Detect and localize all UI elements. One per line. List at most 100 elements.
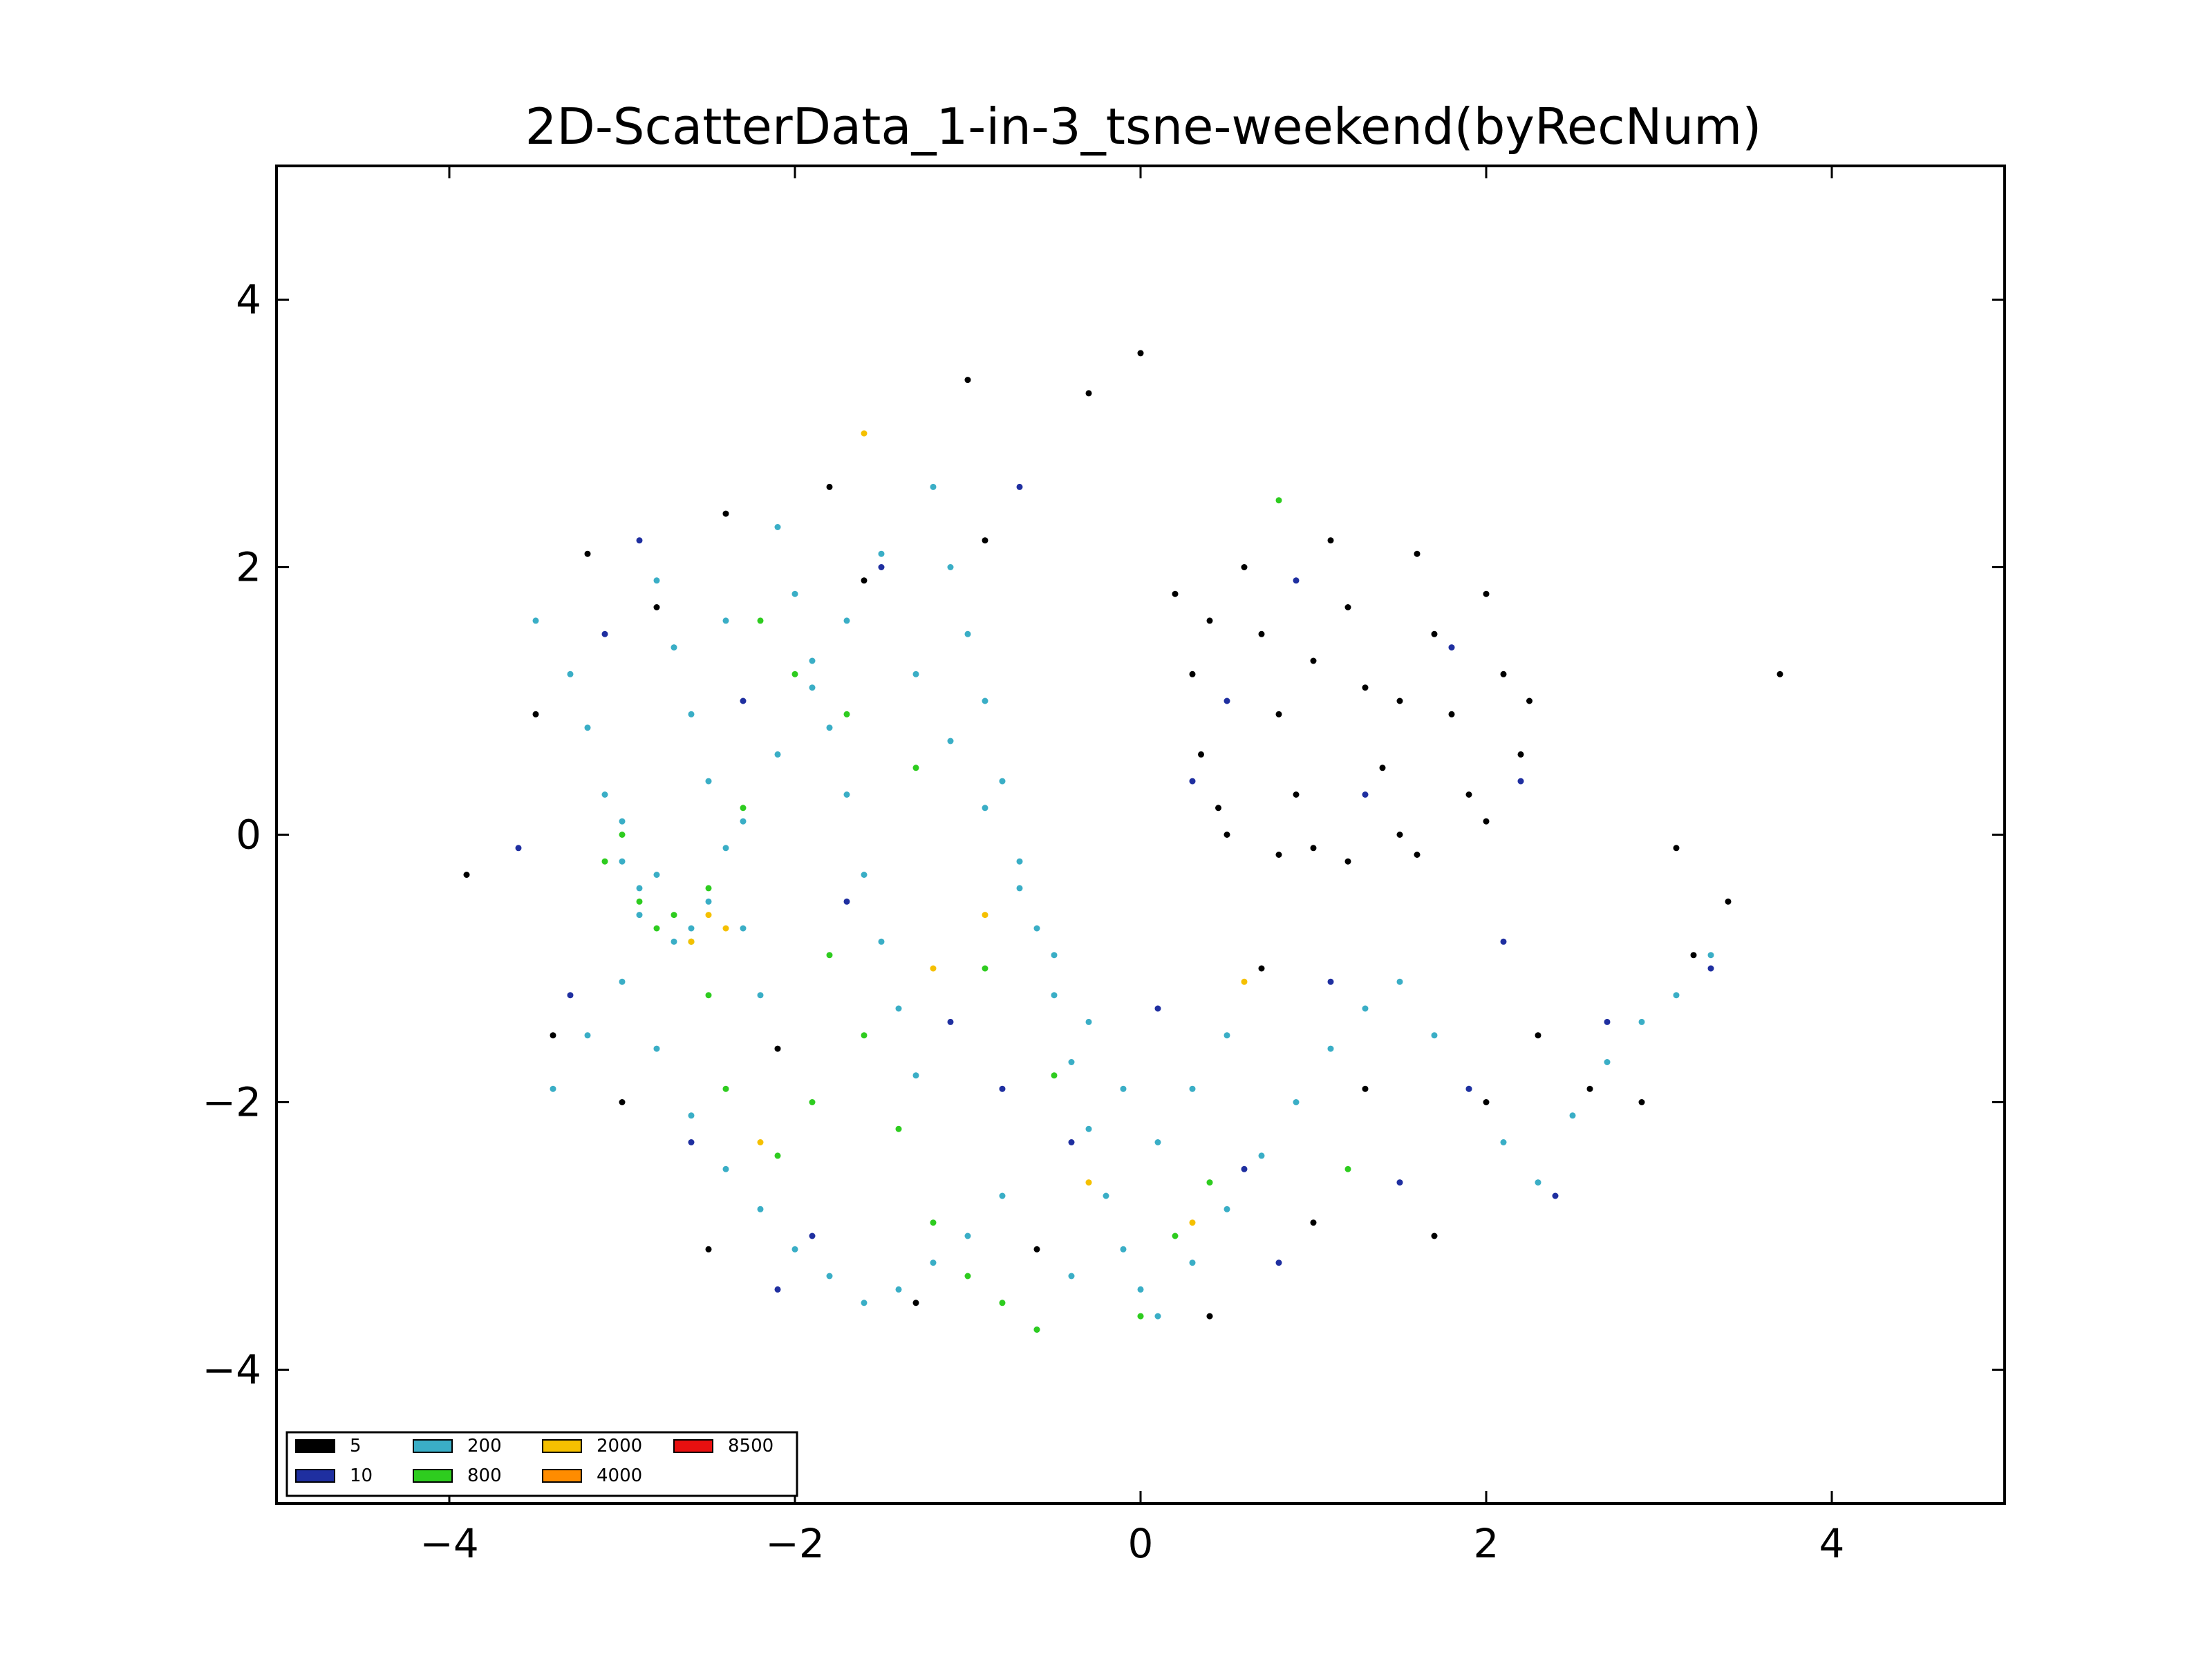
data-point (1103, 1192, 1109, 1199)
data-point (809, 1232, 816, 1239)
data-point (774, 751, 781, 758)
data-point (826, 1273, 833, 1280)
data-point (930, 483, 937, 490)
data-point (1483, 818, 1490, 825)
y-tick-label: 4 (236, 276, 261, 324)
data-point (1327, 1045, 1334, 1052)
data-point (774, 1045, 781, 1052)
data-point (1500, 938, 1507, 945)
data-point (1552, 1192, 1559, 1199)
data-point (1224, 832, 1230, 838)
legend-label: 10 (350, 1465, 373, 1486)
x-tick-label: −4 (420, 1520, 479, 1567)
data-point (1275, 1259, 1282, 1266)
data-point (1068, 1139, 1075, 1145)
data-point (1206, 1179, 1213, 1186)
data-point (964, 377, 971, 384)
legend-label: 2000 (597, 1436, 642, 1456)
x-tick-label: −2 (765, 1520, 825, 1567)
data-point (550, 1085, 556, 1092)
data-point (982, 537, 988, 544)
data-point (1189, 778, 1196, 785)
data-point (930, 1259, 937, 1266)
data-point (1033, 1327, 1040, 1333)
legend-swatch (413, 1469, 453, 1483)
data-point (1673, 845, 1680, 852)
data-point (1344, 1165, 1351, 1172)
legend-swatch (542, 1469, 582, 1483)
data-point (653, 925, 660, 932)
data-point (1189, 671, 1196, 677)
data-point (550, 1032, 556, 1039)
data-point (982, 912, 988, 919)
data-point (1215, 805, 1221, 812)
data-point (1690, 952, 1697, 959)
data-point (1224, 1206, 1230, 1212)
data-point (636, 537, 643, 544)
points-layer (463, 350, 1783, 1333)
data-point (1344, 858, 1351, 865)
data-point (671, 644, 677, 651)
data-point (1275, 852, 1282, 858)
data-point (653, 1045, 660, 1052)
chart-title: 2D-ScatterData_1-in-3_tsne-weekend(byRec… (525, 97, 1762, 156)
data-point (1586, 1085, 1593, 1092)
data-point (653, 872, 660, 878)
data-point (705, 885, 712, 892)
data-point (982, 697, 988, 704)
data-point (791, 671, 798, 677)
data-point (1085, 390, 1092, 397)
data-point (999, 1300, 1006, 1306)
data-point (1241, 978, 1248, 985)
legend-swatch (542, 1439, 582, 1453)
data-point (1500, 671, 1507, 677)
data-point (1448, 644, 1455, 651)
data-point (1604, 1018, 1611, 1025)
data-point (1362, 1085, 1369, 1092)
data-point (895, 1125, 902, 1132)
data-point (843, 617, 850, 624)
data-point (1327, 978, 1334, 985)
data-point (1707, 952, 1714, 959)
data-point (1051, 952, 1058, 959)
data-point (671, 938, 677, 945)
data-point (1310, 1219, 1317, 1226)
data-point (999, 1192, 1006, 1199)
data-point (722, 1085, 729, 1092)
data-point (740, 805, 747, 812)
data-point (1120, 1246, 1127, 1253)
data-point (826, 483, 833, 490)
axis-ticks: −4 −2 0 2 4 −4 −2 0 2 4 (203, 166, 2005, 1567)
data-point (671, 912, 677, 919)
data-point (895, 1005, 902, 1012)
data-point (757, 1206, 764, 1212)
data-point (1448, 711, 1455, 718)
data-point (1638, 1099, 1645, 1105)
data-point (1016, 885, 1023, 892)
legend: 5 10 200 800 2000 4000 8500 (285, 1431, 798, 1497)
data-point (619, 1099, 626, 1105)
data-point (964, 1273, 971, 1280)
data-point (982, 965, 988, 972)
data-point (1224, 697, 1230, 704)
y-tick-label: 2 (236, 544, 261, 591)
data-point (861, 1032, 868, 1039)
data-point (1051, 1072, 1058, 1079)
data-point (1198, 751, 1204, 758)
data-point (1396, 697, 1403, 704)
data-point (1189, 1219, 1196, 1226)
data-point (601, 630, 608, 637)
data-point (722, 845, 729, 852)
data-point (895, 1286, 902, 1293)
data-point (722, 1165, 729, 1172)
data-point (1172, 590, 1179, 597)
data-point (826, 724, 833, 731)
data-point (826, 952, 833, 959)
data-point (1051, 992, 1058, 999)
data-point (688, 1112, 695, 1119)
data-point (688, 925, 695, 932)
data-point (688, 1139, 695, 1145)
data-point (1241, 564, 1248, 570)
data-point (843, 791, 850, 798)
